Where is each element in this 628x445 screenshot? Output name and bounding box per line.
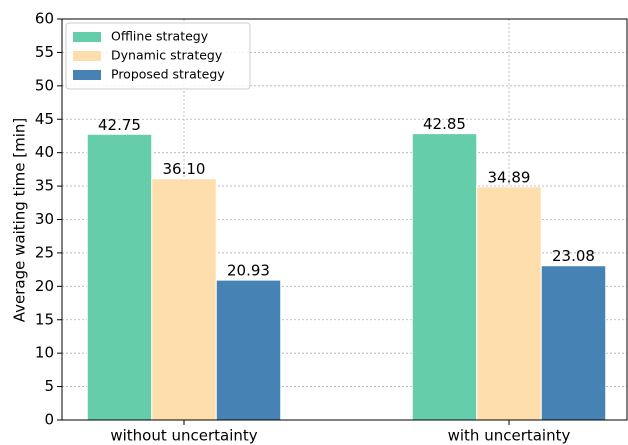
y-tick-label: 5 [44, 377, 54, 395]
value-label: 34.89 [488, 168, 531, 186]
x-tick-label: without uncertainty [110, 427, 257, 445]
bar [86, 133, 153, 421]
y-tick-label: 50 [35, 76, 54, 94]
y-tick-label: 45 [35, 110, 54, 128]
y-tick-label: 25 [35, 243, 54, 261]
legend-swatch [73, 70, 101, 80]
y-tick-label: 0 [44, 411, 54, 429]
y-tick-label: 35 [35, 177, 54, 195]
bar [215, 279, 282, 421]
value-label: 20.93 [227, 262, 270, 280]
y-tick-label: 20 [35, 277, 54, 295]
y-tick-label: 15 [35, 310, 54, 328]
y-tick-label: 60 [35, 10, 54, 28]
legend-label: Dynamic strategy [111, 48, 223, 63]
value-label: 42.75 [98, 116, 141, 134]
y-tick-label: 30 [35, 210, 54, 228]
value-label: 23.08 [552, 247, 595, 265]
y-tick-label: 40 [35, 143, 54, 161]
bar [476, 186, 542, 421]
value-label: 42.85 [423, 115, 466, 133]
bar [540, 265, 607, 421]
y-axis-label: Average waiting time [min] [11, 118, 29, 323]
value-label: 36.10 [163, 160, 206, 178]
legend-label: Offline strategy [111, 29, 209, 44]
plot-frame [61, 18, 628, 421]
legend-box [65, 22, 251, 90]
legend-swatch [73, 51, 101, 61]
y-tick-label: 10 [35, 344, 54, 362]
bar [411, 133, 478, 421]
bar [151, 178, 217, 421]
legend-swatch [73, 32, 101, 42]
x-tick-label: with uncertainty [448, 427, 571, 445]
y-tick-label: 55 [35, 43, 54, 61]
legend-label: Proposed strategy [111, 67, 225, 82]
